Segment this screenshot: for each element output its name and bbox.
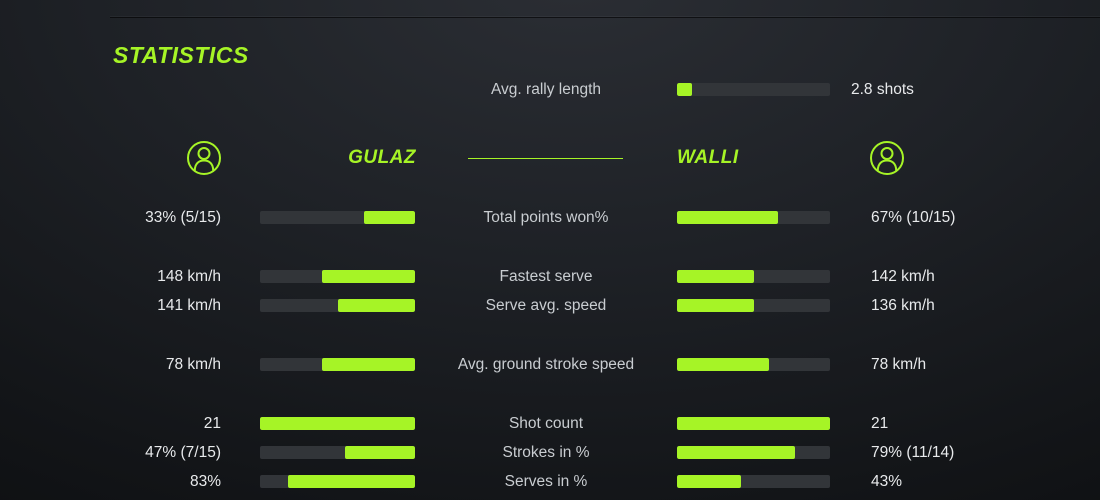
right-bar	[677, 299, 830, 312]
player-right-name: WALLI	[677, 147, 739, 168]
left-bar	[260, 299, 415, 312]
vs-divider	[468, 158, 623, 159]
rally-length-bar	[677, 83, 830, 96]
right-value: 79% (11/14)	[871, 444, 955, 461]
left-value: 78 km/h	[165, 356, 221, 373]
rally-length-label: Avg. rally length	[491, 81, 601, 98]
stat-label: Strokes in %	[502, 444, 590, 461]
right-value: 21	[871, 415, 889, 432]
stat-label: Shot count	[508, 415, 584, 432]
player-left-avatar[interactable]	[186, 140, 222, 176]
user-icon	[187, 141, 221, 175]
left-value: 21	[203, 415, 221, 432]
left-bar	[260, 211, 415, 224]
player-right-avatar[interactable]	[869, 140, 905, 176]
stat-row-total-points: 33% (5/15) Total points won% 67% (10/15)	[0, 204, 1100, 232]
left-value: 148 km/h	[157, 268, 221, 285]
right-bar	[677, 270, 830, 283]
stat-row-shot-count: 21 Shot count 21	[0, 410, 1100, 438]
right-value: 142 km/h	[871, 268, 935, 285]
stat-row-serves-in: 83% Serves in % 43%	[0, 468, 1100, 496]
right-value: 67% (10/15)	[871, 209, 956, 226]
right-bar	[677, 211, 830, 224]
left-value: 141 km/h	[157, 297, 221, 314]
right-bar	[677, 417, 830, 430]
stat-row-fastest-serve: 148 km/h Fastest serve 142 km/h	[0, 263, 1100, 291]
rally-length-value: 2.8 shots	[851, 81, 914, 98]
stat-label: Fastest serve	[499, 268, 593, 285]
left-bar	[260, 358, 415, 371]
left-value: 47% (7/15)	[145, 444, 221, 461]
players-header: GULAZ WALLI	[0, 136, 1100, 180]
stat-row-strokes-in: 47% (7/15) Strokes in % 79% (11/14)	[0, 439, 1100, 467]
player-left-name: GULAZ	[348, 147, 416, 168]
right-value: 136 km/h	[871, 297, 935, 314]
stat-label: Serve avg. speed	[485, 297, 607, 314]
stat-row-ground-stroke-speed: 78 km/h Avg. ground stroke speed 78 km/h	[0, 351, 1100, 379]
left-bar	[260, 270, 415, 283]
right-value: 78 km/h	[871, 356, 927, 373]
left-value: 83%	[189, 473, 221, 490]
stat-label: Avg. ground stroke speed	[457, 356, 635, 373]
user-icon	[870, 141, 904, 175]
right-bar	[677, 358, 830, 371]
stat-row-serve-avg-speed: 141 km/h Serve avg. speed 136 km/h	[0, 292, 1100, 320]
stat-label: Total points won%	[483, 209, 609, 226]
left-value: 33% (5/15)	[145, 209, 221, 226]
page-title: STATISTICS	[113, 42, 249, 68]
left-bar	[260, 475, 415, 488]
right-bar	[677, 475, 830, 488]
right-value: 43%	[871, 473, 903, 490]
left-bar	[260, 446, 415, 459]
stat-label: Serves in %	[504, 473, 588, 490]
top-divider	[110, 17, 1100, 18]
right-bar	[677, 446, 830, 459]
left-bar	[260, 417, 415, 430]
rally-length-row: Avg. rally length 2.8 shots	[0, 76, 1100, 104]
